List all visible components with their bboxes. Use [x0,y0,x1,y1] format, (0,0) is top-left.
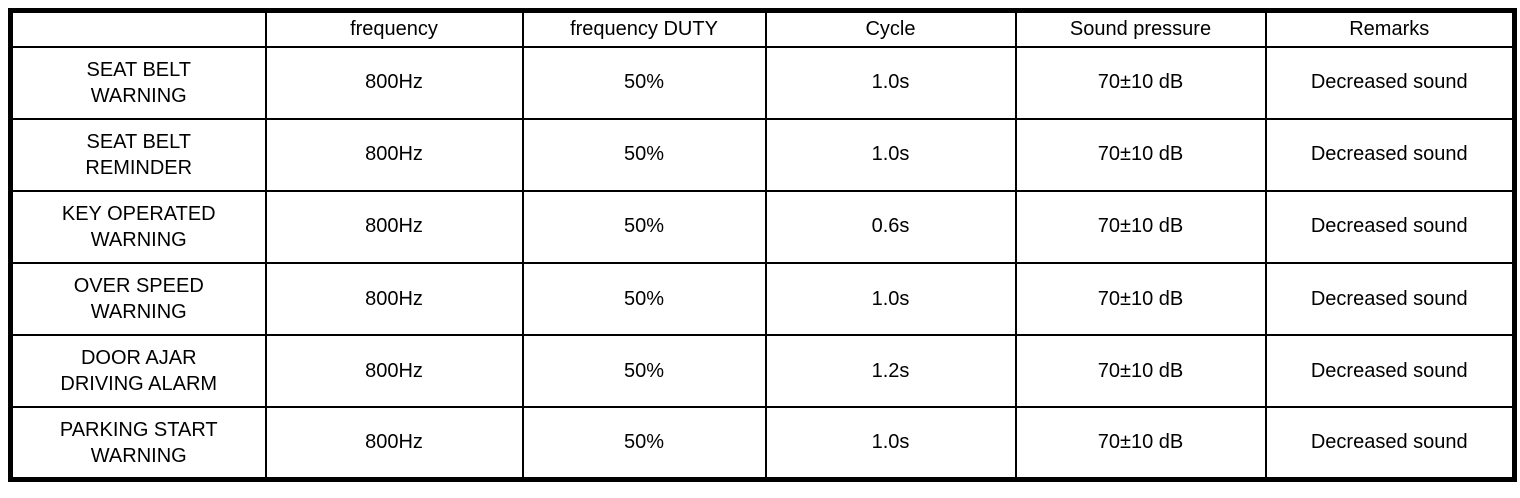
cell-frequency-duty: 50% [521,406,767,481]
cell-frequency-duty: 50% [521,45,767,120]
cell-frequency: 800Hz [264,189,524,264]
col-header-frequency-duty: frequency DUTY [521,9,767,48]
col-header-blank [9,9,267,48]
cell-frequency-duty: 50% [521,189,767,264]
cell-frequency-duty: 50% [521,334,767,409]
col-header-frequency: frequency [264,9,524,48]
table-row: DOOR AJAR DRIVING ALARM 800Hz 50% 1.2s 7… [9,334,1516,409]
table-row: KEY OPERATED WARNING 800Hz 50% 0.6s 70±1… [9,189,1516,264]
row-label-parking-start-warning: PARKING START WARNING [9,406,267,481]
cell-cycle: 1.0s [764,261,1017,337]
cell-frequency-duty: 50% [521,261,767,337]
cell-cycle: 1.0s [764,117,1017,192]
cell-remarks: Decreased sound [1264,406,1516,481]
cell-cycle: 1.0s [764,406,1017,481]
cell-cycle: 0.6s [764,189,1017,264]
table-row: OVER SPEED WARNING 800Hz 50% 1.0s 70±10 … [9,261,1516,337]
cell-frequency: 800Hz [264,406,524,481]
col-header-sound-pressure: Sound pressure [1014,9,1267,48]
buzzer-spec-table: frequency frequency DUTY Cycle Sound pre… [8,8,1517,482]
cell-sound-pressure: 70±10 dB [1014,45,1267,120]
cell-remarks: Decreased sound [1264,189,1516,264]
cell-frequency: 800Hz [264,334,524,409]
table-row: SEAT BELT REMINDER 800Hz 50% 1.0s 70±10 … [9,117,1516,192]
row-label-seat-belt-reminder: SEAT BELT REMINDER [9,117,267,192]
row-label-over-speed-warning: OVER SPEED WARNING [9,261,267,337]
col-header-remarks: Remarks [1264,9,1516,48]
header-row: frequency frequency DUTY Cycle Sound pre… [9,9,1516,48]
cell-remarks: Decreased sound [1264,261,1516,337]
cell-remarks: Decreased sound [1264,117,1516,192]
table-row: PARKING START WARNING 800Hz 50% 1.0s 70±… [9,406,1516,481]
cell-sound-pressure: 70±10 dB [1014,261,1267,337]
cell-frequency: 800Hz [264,117,524,192]
cell-remarks: Decreased sound [1264,45,1516,120]
col-header-cycle: Cycle [764,9,1017,48]
row-label-seat-belt-warning: SEAT BELT WARNING [9,45,267,120]
cell-frequency-duty: 50% [521,117,767,192]
cell-cycle: 1.2s [764,334,1017,409]
row-label-key-operated-warning: KEY OPERATED WARNING [9,189,267,264]
cell-frequency: 800Hz [264,45,524,120]
cell-sound-pressure: 70±10 dB [1014,406,1267,481]
cell-frequency: 800Hz [264,261,524,337]
cell-remarks: Decreased sound [1264,334,1516,409]
table-row: SEAT BELT WARNING 800Hz 50% 1.0s 70±10 d… [9,45,1516,120]
row-label-door-ajar-driving-alarm: DOOR AJAR DRIVING ALARM [9,334,267,409]
cell-sound-pressure: 70±10 dB [1014,334,1267,409]
cell-sound-pressure: 70±10 dB [1014,117,1267,192]
cell-sound-pressure: 70±10 dB [1014,189,1267,264]
cell-cycle: 1.0s [764,45,1017,120]
